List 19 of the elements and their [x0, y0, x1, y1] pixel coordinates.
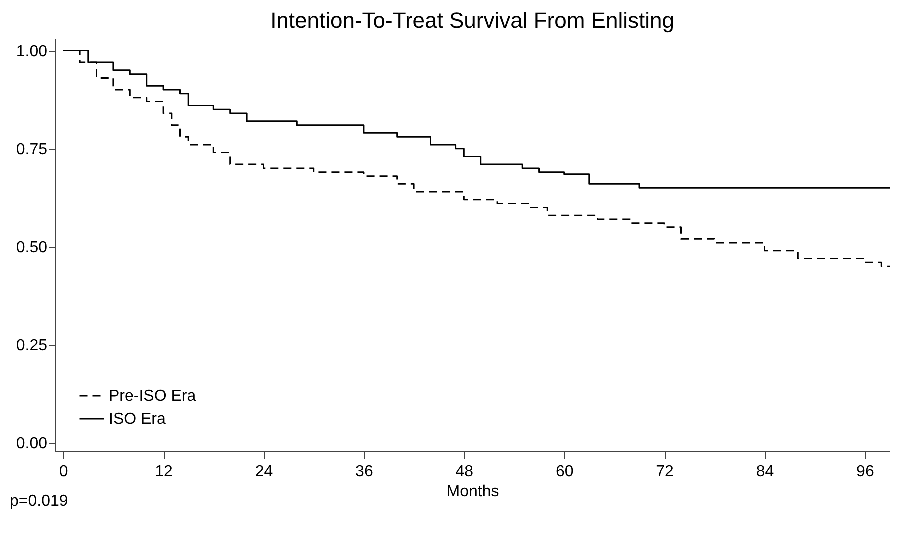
y-tick-label: 0.00 [16, 436, 48, 453]
x-tick-label: 96 [856, 464, 874, 480]
x-tick-label: 36 [356, 464, 374, 480]
y-tick-label: 0.50 [16, 239, 48, 256]
x-tick-label: 72 [656, 464, 674, 480]
x-tick-label: 60 [556, 464, 574, 480]
y-tick-label: 0.75 [16, 141, 48, 158]
x-tick-label: 84 [756, 464, 774, 480]
chart-title: Intention-To-Treat Survival From Enlisting [270, 8, 674, 33]
y-tick-label: 1.00 [16, 43, 48, 60]
x-tick-label: 12 [155, 464, 174, 480]
legend-label: Pre-ISO Era [109, 388, 196, 405]
text: p=0.019 [10, 493, 68, 510]
legend-label: ISO Era [109, 411, 166, 428]
x-tick-label: 0 [59, 464, 68, 480]
x-tick-label: 24 [255, 464, 274, 480]
x-tick-label: 48 [456, 464, 474, 480]
y-tick-label: 0.25 [16, 338, 48, 355]
x-axis-title: Months [446, 484, 500, 500]
